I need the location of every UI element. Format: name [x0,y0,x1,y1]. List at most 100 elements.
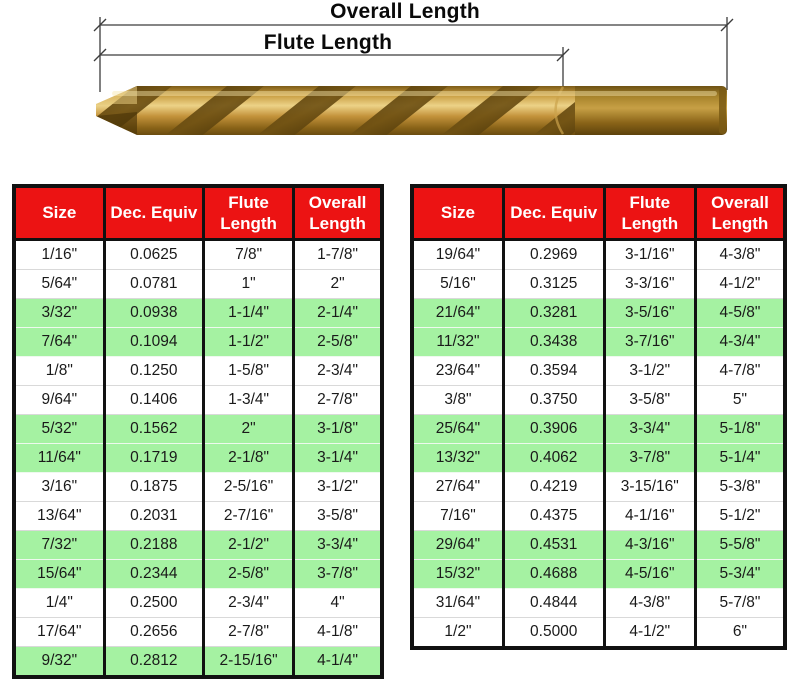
table-cell: 4-1/2" [693,269,787,299]
table-cell: 5-1/4" [693,443,787,473]
table-cell: 0.0781 [102,269,206,299]
table-cell: 0.4375 [501,501,606,531]
table-cell: 21/64" [410,298,505,328]
table-cell: 5" [693,385,787,415]
table-cell: 5-3/8" [693,472,787,502]
header-row: Size Dec. Equiv Flute Length Overall Length [12,186,384,241]
header-row: Size Dec. Equiv Flute Length Overall Length [410,186,787,241]
drill-bit-illustration [93,17,734,135]
table-cell: 4" [292,588,384,618]
table-cell: 7/16" [410,501,505,531]
table-cell: 3-5/8" [602,385,697,415]
table-cell: 25/64" [410,414,505,444]
table-cell: 23/64" [410,356,505,386]
table-cell: 3/32" [12,298,106,328]
table-cell: 15/64" [12,559,106,589]
table-cell: 4-5/8" [693,298,787,328]
table-row: 19/64" 0.2969 3-1/16" 4-3/8" [410,239,787,270]
table-cell: 3-15/16" [602,472,697,502]
table-cell: 5-7/8" [693,588,787,618]
table-cell: 0.5000 [501,617,606,649]
table-cell: 2" [202,414,296,444]
table-cell: 3/16" [12,472,106,502]
table-cell: 27/64" [410,472,505,502]
table-row: 9/64" 0.1406 1-3/4" 2-7/8" [12,385,384,415]
table-cell: 1-5/8" [202,356,296,386]
table-cell: 29/64" [410,530,505,560]
column-header: Dec. Equiv [102,186,206,241]
table-cell: 1/2" [410,617,505,649]
table-cell: 2-1/2" [202,530,296,560]
table-cell: 5-5/8" [693,530,787,560]
drill-shank [558,86,727,135]
table-row: 31/64" 0.4844 4-3/8" 5-7/8" [410,588,787,618]
table-cell: 0.2812 [102,646,206,678]
column-header: Dec. Equiv [501,186,606,241]
table-cell: 13/64" [12,501,106,531]
table-row: 1/2" 0.5000 4-1/2" 6" [410,617,787,649]
table-cell: 3-5/8" [292,501,384,531]
table-cell: 2-3/4" [292,356,384,386]
table-cell: 9/64" [12,385,106,415]
table-cell: 11/32" [410,327,505,357]
table-row: 5/32" 0.1562 2" 3-1/8" [12,414,384,444]
table-cell: 2-7/16" [202,501,296,531]
table-row: 15/32" 0.4688 4-5/16" 5-3/4" [410,559,787,589]
table-cell: 1-3/4" [202,385,296,415]
table-cell: 0.2656 [102,617,206,647]
table-cell: 5/32" [12,414,106,444]
table-cell: 0.0625 [102,239,206,270]
table-cell: 2-5/8" [292,327,384,357]
table-cell: 0.1719 [102,443,206,473]
table-cell: 1-7/8" [292,239,384,270]
table-cell: 0.1094 [102,327,206,357]
table-cell: 0.1875 [102,472,206,502]
table-cell: 0.2188 [102,530,206,560]
table-cell: 3-3/4" [292,530,384,560]
table-cell: 4-1/2" [602,617,697,649]
table-cell: 11/64" [12,443,106,473]
table-row: 29/64" 0.4531 4-3/16" 5-5/8" [410,530,787,560]
table-cell: 0.4531 [501,530,606,560]
table-cell: 2-5/16" [202,472,296,502]
table-cell: 0.3125 [501,269,606,299]
table-cell: 5/16" [410,269,505,299]
table-cell: 2-1/4" [292,298,384,328]
table-cell: 3-1/4" [292,443,384,473]
table-cell: 0.3281 [501,298,606,328]
table-cell: 4-3/8" [693,239,787,270]
table-cell: 3-7/8" [292,559,384,589]
table-cell: 6" [693,617,787,649]
table-cell: 0.4219 [501,472,606,502]
table-cell: 0.0938 [102,298,206,328]
table-cell: 3/8" [410,385,505,415]
table-row: 25/64" 0.3906 3-3/4" 5-1/8" [410,414,787,444]
table-cell: 9/32" [12,646,106,678]
table-cell: 4-3/8" [602,588,697,618]
overall-length-label: Overall Length [330,0,480,23]
table-cell: 3-1/16" [602,239,697,270]
table-row: 13/64" 0.2031 2-7/16" 3-5/8" [12,501,384,531]
table-cell: 5-3/4" [693,559,787,589]
table-cell: 5/64" [12,269,106,299]
table-cell: 4-7/8" [693,356,787,386]
table-cell: 1/8" [12,356,106,386]
table-cell: 2-1/8" [202,443,296,473]
dimension-lines [93,17,734,92]
table-cell: 0.3906 [501,414,606,444]
table-cell: 19/64" [410,239,505,270]
table-row: 3/8" 0.3750 3-5/8" 5" [410,385,787,415]
table-cell: 3-1/8" [292,414,384,444]
table-row: 1/8" 0.1250 1-5/8" 2-3/4" [12,356,384,386]
table-row: 13/32" 0.4062 3-7/8" 5-1/4" [410,443,787,473]
table-cell: 0.4062 [501,443,606,473]
table-row: 23/64" 0.3594 3-1/2" 4-7/8" [410,356,787,386]
table-cell: 1-1/2" [202,327,296,357]
table-row: 11/64" 0.1719 2-1/8" 3-1/4" [12,443,384,473]
column-header: Overall Length [292,186,384,241]
table-cell: 2-7/8" [292,385,384,415]
table-cell: 1/4" [12,588,106,618]
table-cell: 3-1/2" [602,356,697,386]
table-row: 27/64" 0.4219 3-15/16" 5-3/8" [410,472,787,502]
